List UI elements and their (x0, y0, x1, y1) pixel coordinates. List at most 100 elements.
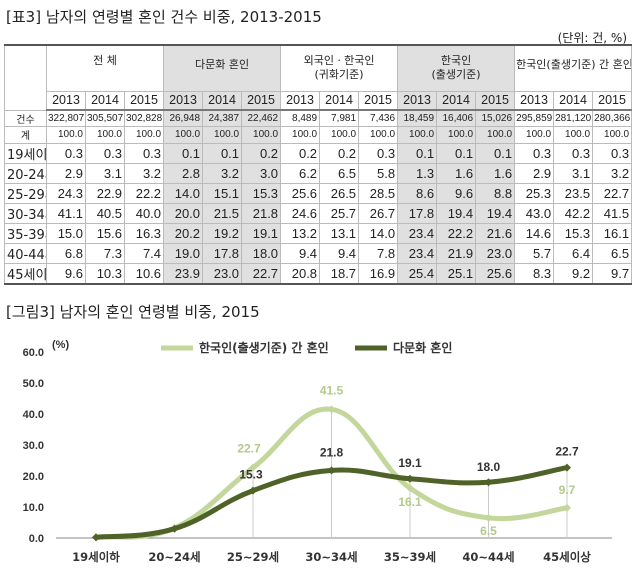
table-title: [표3] 남자의 연령별 혼인 건수 비중, 2013-2015 (6, 8, 322, 26)
figure-title: [그림3] 남자의 혼인 연령별 비중, 2015 (6, 303, 260, 321)
table-cell: 3.2 (202, 162, 243, 184)
table-cell: 21.5 (202, 202, 243, 224)
data-label: 41.5 (320, 383, 344, 397)
table-cell: 9.7 (592, 262, 633, 284)
table-cell: 25.1 (436, 262, 477, 284)
data-label: 22.7 (237, 442, 261, 456)
year-header: 2013 (397, 90, 438, 111)
table-cell: 22.2 (436, 222, 477, 244)
table-cell: 9.2 (553, 262, 594, 284)
table-cell: 7.8 (358, 242, 399, 264)
table-cell: 100.0 (46, 126, 86, 144)
table-cell: 0.2 (280, 142, 321, 164)
group-header: 한국인 (출생기준) (397, 44, 516, 92)
data-label: 15.3 (239, 468, 263, 482)
table-cell: 100.0 (553, 126, 594, 144)
table-cell: 3.1 (85, 162, 125, 184)
table-cell: 40.0 (123, 202, 165, 224)
table-cell: 0.2 (319, 142, 360, 164)
table-cell: 1.6 (436, 162, 477, 184)
x-tick-label: 45세이상 (543, 550, 591, 564)
table-cell: 100.0 (280, 126, 321, 144)
table-cell: 0.1 (202, 142, 243, 164)
data-label: 22.7 (555, 445, 579, 459)
year-header: 2015 (592, 90, 633, 111)
table-cell: 22.2 (123, 182, 165, 204)
table-cell: 26.5 (319, 182, 360, 204)
table-cell: 0.3 (514, 142, 555, 164)
year-header: 2014 (202, 90, 243, 111)
table-cell: 23.9 (163, 262, 204, 284)
y-tick-label: 50.0 (23, 378, 44, 390)
year-header: 2015 (241, 90, 282, 111)
table-cell: 322,807 (46, 109, 86, 127)
data-point (92, 533, 100, 542)
y-tick-label: 20.0 (23, 471, 44, 483)
table-cell: 1.6 (475, 162, 516, 184)
year-header: 2013 (514, 90, 555, 111)
table-cell: 10.6 (123, 262, 165, 284)
x-tick-label: 20~24세 (148, 550, 200, 564)
table-cell: 0.3 (85, 142, 125, 164)
row-label: 계 (4, 126, 47, 144)
table-cell: 23.0 (202, 262, 243, 284)
table-cell: 100.0 (85, 126, 125, 144)
marriage-table: 전 체 다문화 혼인 외국인ㆍ한국인 (귀화기준) 한국인 (출생기준) 한국인(출생기준)… (4, 44, 633, 285)
table-cell: 8.3 (514, 262, 555, 284)
year-header: 2014 (553, 90, 594, 111)
year-header: 2014 (436, 90, 477, 111)
table-cell: 100.0 (514, 126, 555, 144)
table-row: 45세이상9.610.310.623.923.022.720.818.716.9… (4, 262, 633, 284)
data-point (249, 463, 257, 472)
data-point (563, 503, 571, 512)
table-cell: 19.4 (436, 202, 477, 224)
year-header: 2013 (280, 90, 321, 111)
table-cell: 0.3 (123, 142, 165, 164)
table-cell: 26.7 (358, 202, 399, 224)
data-label: 18.0 (477, 460, 501, 474)
table-cell: 3.2 (123, 162, 165, 184)
table-cell: 6.5 (592, 242, 633, 264)
year-header: 2014 (85, 90, 125, 111)
table-row: 계 100.0 100.0 100.0 100.0 100.0 100.0 100.0 100.… (4, 126, 633, 144)
table-cell: 0.1 (436, 142, 477, 164)
legend-label: 다문화 혼인 (393, 340, 452, 355)
table-cell: 16.9 (358, 262, 399, 284)
table-row: 건수 322,807 305,507 302,828 26,948 24,387 22,46… (4, 109, 633, 127)
table-cell: 6.5 (319, 162, 360, 184)
data-label: 9.7 (559, 483, 576, 497)
year-header: 2015 (358, 90, 399, 111)
table-cell: 21.6 (475, 222, 516, 244)
row-label: 20-24세 (4, 162, 47, 184)
table-row: 19세이하0.30.30.30.10.10.20.20.20.30.10.10.… (4, 142, 633, 164)
table-cell: 280,366 (592, 109, 633, 127)
table-cell: 40.5 (85, 202, 125, 224)
table-cell: 25.6 (280, 182, 321, 204)
table-cell: 15.1 (202, 182, 243, 204)
table-cell: 14.0 (358, 222, 399, 244)
table-cell: 22.9 (85, 182, 125, 204)
x-tick-label: 40~44세 (462, 550, 514, 564)
table-cell: 15,026 (475, 109, 516, 127)
table-cell: 305,507 (85, 109, 125, 127)
table-cell: 6.8 (46, 242, 86, 264)
table-cell: 100.0 (241, 126, 282, 144)
unit-note: (단위: 건, %) (557, 31, 627, 45)
table-cell: 100.0 (319, 126, 360, 144)
table-cell: 8.6 (397, 182, 438, 204)
data-point (249, 486, 257, 495)
table-cell: 1.3 (397, 162, 438, 184)
table-cell: 16.1 (592, 222, 633, 244)
table-cell: 13.2 (280, 222, 321, 244)
table-cell: 100.0 (397, 126, 438, 144)
table-row: 40-44세6.87.37.419.017.818.09.49.47.823.4… (4, 242, 633, 264)
table-cell: 18.0 (241, 242, 282, 264)
table-cell: 18,459 (397, 109, 438, 127)
table-cell: 6.4 (553, 242, 594, 264)
table-cell: 19.2 (202, 222, 243, 244)
table-cell: 20.8 (280, 262, 321, 284)
table-cell: 20.0 (163, 202, 204, 224)
data-point (170, 524, 179, 533)
row-label: 19세이하 (4, 142, 47, 164)
table-cell: 9.4 (319, 242, 360, 264)
